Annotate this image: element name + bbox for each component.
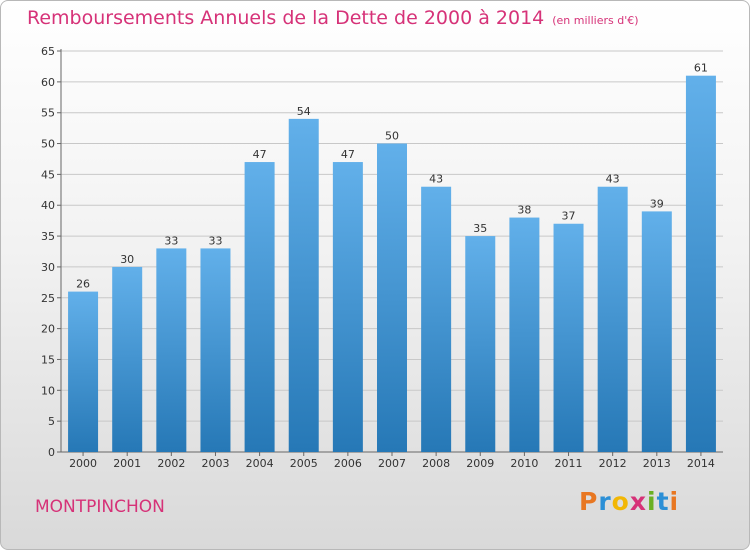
logo-letter: t: [656, 487, 670, 516]
bar-2009[interactable]: [465, 236, 496, 452]
x-tick-label-2009: 2009: [466, 457, 494, 470]
bar-2000[interactable]: [68, 291, 99, 452]
y-tick-label: 30: [41, 261, 55, 274]
y-tick-label: 10: [41, 384, 55, 397]
bar-2006[interactable]: [332, 162, 363, 453]
y-tick-label: 65: [41, 45, 55, 58]
value-label-2012: 43: [606, 173, 620, 186]
y-tick-label: 0: [48, 446, 55, 459]
value-label-2009: 35: [473, 222, 487, 235]
x-tick-label-2004: 2004: [246, 457, 274, 470]
x-tick-label-2006: 2006: [334, 457, 362, 470]
value-label-2011: 37: [562, 210, 576, 223]
value-label-2004: 47: [253, 148, 267, 161]
bars: [68, 75, 716, 453]
value-label-2003: 33: [208, 234, 222, 247]
x-tick-label-2007: 2007: [378, 457, 406, 470]
value-label-2000: 26: [76, 278, 90, 291]
logo-letter: r: [598, 487, 612, 516]
bar-2007[interactable]: [377, 143, 407, 453]
value-label-2002: 33: [164, 234, 178, 247]
proxiti-logo[interactable]: Proxiti: [579, 487, 679, 516]
x-tick-label-2013: 2013: [643, 457, 671, 470]
bar-2013[interactable]: [641, 211, 672, 452]
bar-2012[interactable]: [597, 186, 628, 452]
x-tick-label-2011: 2011: [555, 457, 583, 470]
bar-2003[interactable]: [200, 248, 231, 452]
x-tick-label-2014: 2014: [687, 457, 715, 470]
x-tick-label-2012: 2012: [599, 457, 627, 470]
x-tick-label-2001: 2001: [113, 457, 141, 470]
y-tick-label: 60: [41, 76, 55, 89]
value-label-2001: 30: [120, 253, 134, 266]
y-tick-label: 50: [41, 138, 55, 151]
chart-title-text: Remboursements Annuels de la Dette de 20…: [27, 7, 545, 29]
y-tick-label: 15: [41, 353, 55, 366]
value-label-2006: 47: [341, 148, 355, 161]
bar-2011[interactable]: [553, 223, 584, 452]
logo-letter: o: [611, 487, 630, 516]
labels: 26 2000 30 2001 33 2002 33 2003 47 2004 54 2005 47 20…: [69, 62, 715, 470]
chart-subtitle: (en milliers d'€): [552, 14, 639, 27]
bar-2005[interactable]: [288, 118, 319, 452]
x-tick-label-2010: 2010: [510, 457, 538, 470]
y-tick-label: 20: [41, 323, 55, 336]
bar-2001[interactable]: [112, 266, 143, 452]
logo-letter: P: [579, 487, 599, 516]
value-label-2014: 61: [694, 62, 708, 75]
y-tick-label: 35: [41, 230, 55, 243]
value-label-2013: 39: [650, 197, 664, 210]
bar-2004[interactable]: [244, 162, 275, 453]
value-label-2008: 43: [429, 173, 443, 186]
chart-title: Remboursements Annuels de la Dette de 20…: [27, 7, 639, 29]
x-tick-label-2000: 2000: [69, 457, 97, 470]
commune-name: MONTPINCHON: [35, 497, 165, 517]
bar-2010[interactable]: [509, 217, 540, 452]
logo-letter: i: [647, 487, 657, 516]
x-tick-label-2005: 2005: [290, 457, 318, 470]
value-label-2005: 54: [297, 105, 311, 118]
bar-2008[interactable]: [421, 186, 452, 452]
y-tick-label: 25: [41, 292, 55, 305]
logo-letter: x: [629, 487, 647, 516]
x-tick-label-2002: 2002: [157, 457, 185, 470]
bar-2014[interactable]: [685, 75, 716, 452]
bar-2002[interactable]: [156, 248, 187, 452]
logo-letter: i: [669, 487, 680, 516]
y-tick-label: 5: [48, 415, 55, 428]
y-tick-label: 40: [41, 199, 55, 212]
x-tick-label-2003: 2003: [201, 457, 229, 470]
value-label-2007: 50: [385, 130, 399, 143]
y-tick-label: 55: [41, 107, 55, 120]
y-tick-label: 45: [41, 168, 55, 181]
x-tick-label-2008: 2008: [422, 457, 450, 470]
value-label-2010: 38: [517, 204, 531, 217]
